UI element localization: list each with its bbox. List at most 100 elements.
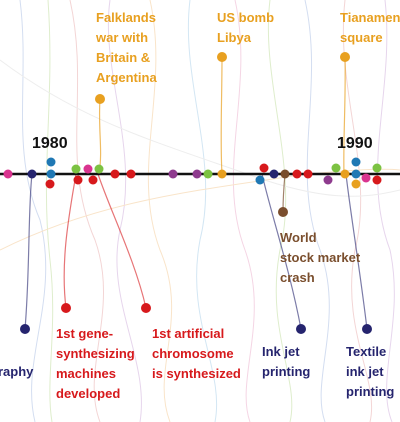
connector-ink-jet — [261, 173, 302, 330]
axis-marker — [192, 169, 202, 179]
axis-marker — [331, 163, 341, 173]
label-line: World — [280, 230, 317, 245]
axis-marker — [372, 175, 382, 185]
gene-synth-dot — [61, 303, 71, 313]
bg-curve — [267, 0, 293, 422]
ink-jet-dot — [296, 324, 306, 334]
axis-marker — [217, 169, 227, 179]
label-line: Argentina — [96, 70, 157, 85]
axis-marker — [46, 157, 56, 167]
stock-crash-dot — [278, 207, 288, 217]
label-line: square — [340, 30, 383, 45]
label-line: ink jet — [346, 364, 384, 379]
label-line: printing — [262, 364, 310, 379]
connector-stock-crash — [282, 173, 286, 213]
axis-marker — [255, 175, 265, 185]
axis-marker — [71, 164, 81, 174]
connector-falklands — [98, 98, 102, 175]
label-falklands: Falklands war with Britain & Argentina — [95, 10, 160, 85]
axis-marker — [110, 169, 120, 179]
label-line: synthesizing — [56, 346, 135, 361]
axis-marker — [3, 169, 13, 179]
axis-marker — [126, 169, 136, 179]
textile-ink-jet-dot — [362, 324, 372, 334]
connector-photography — [24, 173, 33, 330]
label-line: Ink jet — [262, 344, 300, 359]
bg-curve — [0, 59, 400, 197]
label-line: stock market — [280, 250, 361, 265]
bg-curve — [232, 0, 255, 422]
axis-marker — [292, 169, 302, 179]
label-textile-ink-jet: Textile ink jet printing — [346, 344, 394, 399]
label-line: US bomb — [217, 10, 274, 25]
label-line: printing — [346, 384, 394, 399]
label-line: crash — [280, 270, 315, 285]
artificial-chromosome-dot — [141, 303, 151, 313]
bg-curve — [69, 0, 105, 422]
label-line: machines — [56, 366, 116, 381]
label-photography: raphy — [0, 364, 34, 379]
axis-marker — [203, 169, 213, 179]
connector-tiananmen — [343, 56, 346, 175]
event-dots — [20, 52, 372, 334]
label-line: Textile — [346, 344, 386, 359]
axis-marker — [351, 169, 361, 179]
label-line: 1st gene- — [56, 326, 113, 341]
bg-curve — [19, 0, 47, 422]
label-stock-crash: World stock market crash — [280, 230, 364, 285]
label-ink-jet: Ink jet printing — [262, 344, 310, 379]
bg-curve — [147, 0, 173, 422]
bg-curve — [342, 0, 373, 422]
connector-gene-synth — [63, 173, 77, 309]
axis-marker — [259, 163, 269, 173]
axis-marker — [372, 163, 382, 173]
label-line: war with — [95, 30, 148, 45]
axis-marker — [351, 157, 361, 167]
label-artificial-chromosome: 1st artificial chromosome is synthesized — [152, 326, 241, 381]
axis-marker — [361, 173, 371, 183]
label-line: developed — [56, 386, 120, 401]
label-gene-synth: 1st gene- synthesizing machines develope… — [56, 326, 138, 401]
axis-marker — [303, 169, 313, 179]
connector-artificial-chromosome — [97, 173, 147, 309]
label-tiananmen: Tianamen square — [340, 10, 400, 45]
bg-curve — [0, 168, 400, 251]
connector-us-bomb-libya — [220, 56, 223, 175]
axis-marker — [88, 175, 98, 185]
tiananmen-dot — [340, 52, 350, 62]
label-line: is synthesized — [152, 366, 241, 381]
bg-curve — [377, 0, 395, 422]
label-line: raphy — [0, 364, 34, 379]
axis-marker — [73, 175, 83, 185]
event-labels: Falklands war with Britain & Argentina U… — [0, 10, 400, 401]
label-line: Tianamen — [340, 10, 400, 25]
connector-textile-ink-jet — [345, 173, 368, 330]
year-label-1980: 1980 — [32, 135, 68, 152]
axis-marker — [280, 169, 290, 179]
label-line: Libya — [217, 30, 252, 45]
label-line: chromosome — [152, 346, 234, 361]
label-line: Britain & — [96, 50, 150, 65]
axis-marker — [168, 169, 178, 179]
axis-marker — [94, 164, 104, 174]
label-line: 1st artificial — [152, 326, 224, 341]
bg-curve — [45, 0, 54, 422]
axis-markers — [3, 157, 382, 189]
axis-marker — [45, 179, 55, 189]
label-line: Falklands — [96, 10, 156, 25]
axis-marker — [323, 175, 333, 185]
bg-curve — [304, 0, 330, 422]
axis-marker — [351, 179, 361, 189]
falklands-dot — [95, 94, 105, 104]
axis-marker — [27, 169, 37, 179]
bg-curve — [187, 0, 218, 422]
axis-marker — [46, 169, 56, 179]
us-bomb-libya-dot — [217, 52, 227, 62]
axis-marker — [340, 169, 350, 179]
axis-marker — [83, 164, 93, 174]
axis-marker — [269, 169, 279, 179]
photography-dot — [20, 324, 30, 334]
label-us-bomb-libya: US bomb Libya — [217, 10, 278, 45]
